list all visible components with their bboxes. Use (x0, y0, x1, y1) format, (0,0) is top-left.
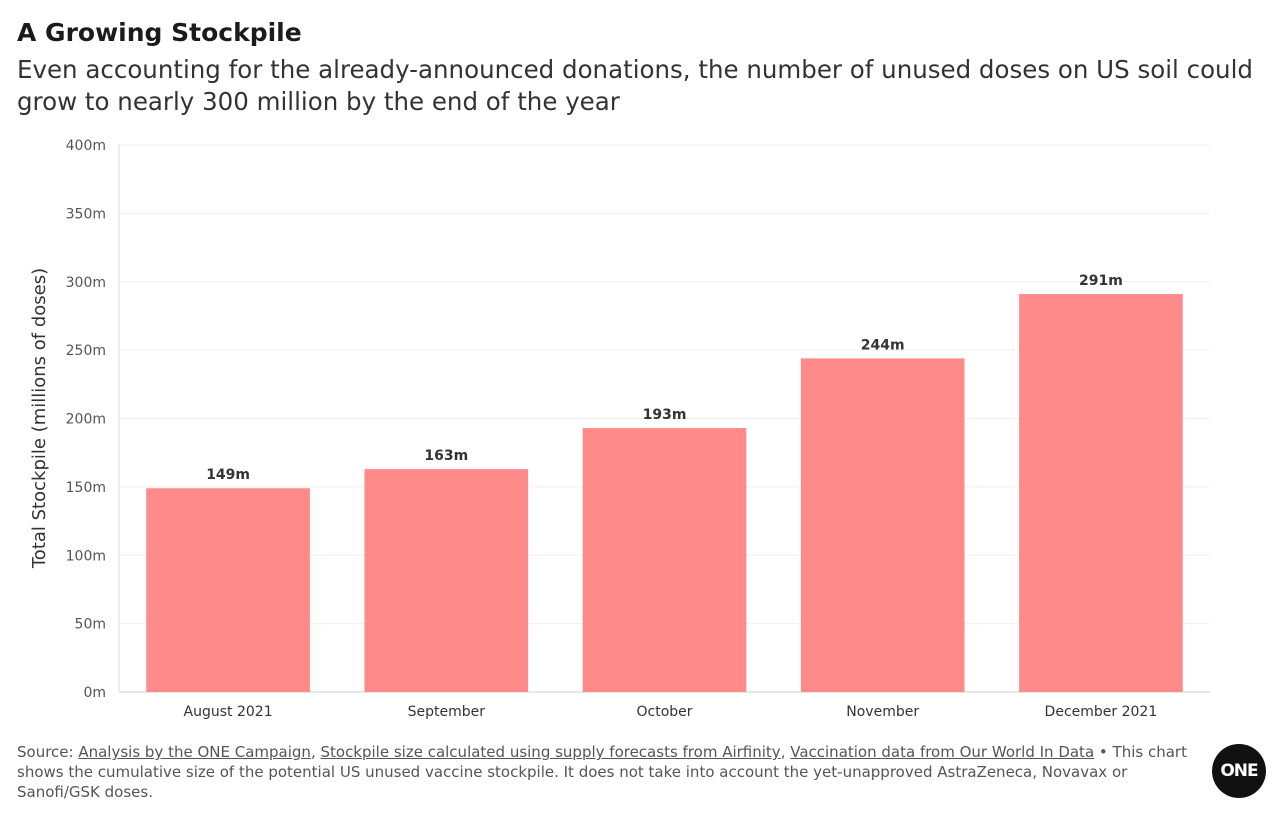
y-tick-label: 200m (66, 412, 106, 428)
data-label: 244m (861, 337, 905, 353)
chart-title: A Growing Stockpile (17, 18, 302, 47)
x-tick-label: November (846, 704, 919, 720)
data-label: 193m (643, 407, 687, 423)
x-axis-labels: August 2021 September October November Decem… (184, 704, 1158, 720)
data-labels: 149m 163m 193m 244m 291m (206, 273, 1123, 483)
bar-chart: 0m 50m 100m 150m 200m 250m 300m 350m 400m 149m 16… (29, 138, 1210, 720)
y-tick-label: 350m (66, 206, 106, 222)
bar (1019, 294, 1183, 692)
bars (146, 294, 1183, 692)
bar (364, 469, 529, 692)
source-link-owid[interactable]: Vaccination data from Our World In Data (790, 743, 1095, 761)
chart-subtitle: Even accounting for the already-announce… (17, 55, 1253, 116)
bar (146, 488, 310, 692)
y-tick-label: 250m (66, 343, 106, 359)
data-label: 163m (424, 448, 468, 464)
y-tick-label: 100m (66, 548, 106, 564)
one-campaign-logo: ONE (1212, 744, 1266, 798)
separator: , (780, 743, 791, 761)
bullet-separator: • (1094, 743, 1113, 761)
separator: , (310, 743, 321, 761)
y-axis-title: Total Stockpile (millions of doses) (29, 268, 50, 569)
footer-note: This chart shows the cumulative size of … (17, 743, 1187, 801)
bar (800, 358, 965, 692)
source-link-one-campaign[interactable]: Analysis by the ONE Campaign (78, 743, 311, 761)
data-label: 149m (206, 467, 250, 483)
bar (582, 428, 747, 692)
y-tick-label: 0m (83, 685, 106, 701)
x-tick-label: October (636, 704, 692, 720)
y-tick-label: 400m (66, 138, 106, 154)
x-tick-label: September (408, 704, 486, 720)
y-axis-ticks: 0m 50m 100m 150m 200m 250m 300m 350m 400m (66, 138, 106, 701)
data-label: 291m (1079, 273, 1123, 289)
footer: Source: Analysis by the ONE Campaign, St… (17, 742, 1187, 802)
source-link-airfinity[interactable]: Stockpile size calculated using supply f… (320, 743, 781, 761)
source-prefix: Source: (17, 743, 79, 761)
y-tick-label: 50m (75, 617, 106, 633)
y-tick-label: 300m (66, 275, 106, 291)
y-tick-label: 150m (66, 480, 106, 496)
x-tick-label: December 2021 (1045, 704, 1158, 720)
x-tick-label: August 2021 (184, 704, 273, 720)
